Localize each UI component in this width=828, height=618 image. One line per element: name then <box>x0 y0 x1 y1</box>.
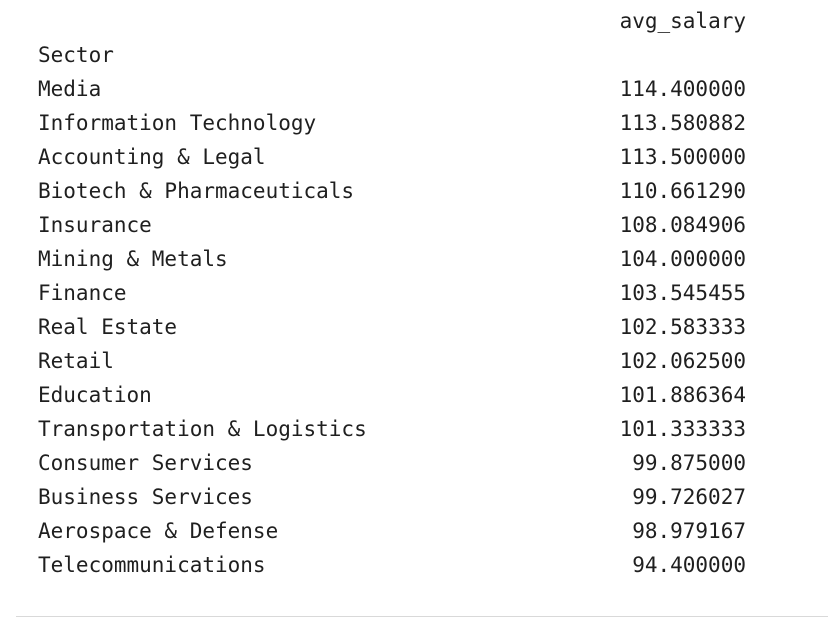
column-header-row: avg_salary <box>38 4 746 38</box>
sector-label: Aerospace & Defense <box>38 519 279 543</box>
table-row: Consumer Services 99.875000 <box>38 446 746 480</box>
table-row: Media 114.400000 <box>38 72 746 106</box>
sector-label: Transportation & Logistics <box>38 417 367 441</box>
avg-salary-value: 103.545455 <box>619 281 746 305</box>
table-row: Real Estate 102.583333 <box>38 310 746 344</box>
table-row: Biotech & Pharmaceuticals 110.661290 <box>38 174 746 208</box>
avg-salary-value: 108.084906 <box>619 213 746 237</box>
table-row: Aerospace & Defense 98.979167 <box>38 514 746 548</box>
avg-salary-value: 114.400000 <box>619 77 746 101</box>
table-row: Retail 102.062500 <box>38 344 746 378</box>
sector-label: Information Technology <box>38 111 317 135</box>
cell-divider <box>16 616 828 617</box>
avg-salary-value: 113.580882 <box>619 111 746 135</box>
sector-label: Consumer Services <box>38 451 253 475</box>
avg-salary-value: 101.333333 <box>619 417 746 441</box>
table-row: Finance 103.545455 <box>38 276 746 310</box>
sector-label: Media <box>38 77 102 101</box>
table-row: Education 101.886364 <box>38 378 746 412</box>
avg-salary-value: 102.583333 <box>619 315 746 339</box>
table-row: Transportation & Logistics 101.333333 <box>38 412 746 446</box>
table-row: Accounting & Legal 113.500000 <box>38 140 746 174</box>
avg-salary-value: 94.400000 <box>632 553 746 577</box>
avg-salary-value: 102.062500 <box>619 349 746 373</box>
sector-label: Telecommunications <box>38 553 266 577</box>
dataframe-output: avg_salary Sector Media 114.400000 Infor… <box>38 4 746 582</box>
sector-label: Accounting & Legal <box>38 145 266 169</box>
avg-salary-value: 99.726027 <box>632 485 746 509</box>
avg-salary-value: 113.500000 <box>619 145 746 169</box>
avg-salary-value: 110.661290 <box>619 179 746 203</box>
sector-label: Education <box>38 383 152 407</box>
sector-label: Real Estate <box>38 315 178 339</box>
index-name-label: Sector <box>38 43 114 67</box>
avg-salary-value: 99.875000 <box>632 451 746 475</box>
sector-label: Retail <box>38 349 114 373</box>
column-header-avg-salary: avg_salary <box>619 9 746 33</box>
avg-salary-value: 101.886364 <box>619 383 746 407</box>
avg-salary-value: 98.979167 <box>632 519 746 543</box>
table-row: Mining & Metals 104.000000 <box>38 242 746 276</box>
table-row: Business Services 99.726027 <box>38 480 746 514</box>
avg-salary-value: 104.000000 <box>619 247 746 271</box>
table-row: Telecommunications 94.400000 <box>38 548 746 582</box>
table-row: Insurance 108.084906 <box>38 208 746 242</box>
index-name-row: Sector <box>38 38 746 72</box>
sector-label: Insurance <box>38 213 152 237</box>
sector-label: Mining & Metals <box>38 247 228 271</box>
table-row: Information Technology 113.580882 <box>38 106 746 140</box>
sector-label: Business Services <box>38 485 253 509</box>
sector-label: Biotech & Pharmaceuticals <box>38 179 355 203</box>
sector-label: Finance <box>38 281 127 305</box>
